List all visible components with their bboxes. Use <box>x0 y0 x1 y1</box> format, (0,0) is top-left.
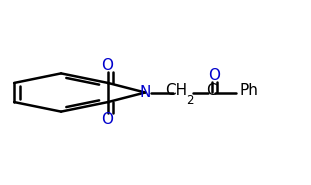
Text: N: N <box>139 85 151 100</box>
Text: O: O <box>208 68 220 83</box>
Text: CH: CH <box>165 83 187 98</box>
Text: O: O <box>101 58 114 73</box>
Text: O: O <box>101 112 114 127</box>
Text: C: C <box>207 83 217 98</box>
Text: 2: 2 <box>186 94 193 107</box>
Text: Ph: Ph <box>239 83 258 98</box>
